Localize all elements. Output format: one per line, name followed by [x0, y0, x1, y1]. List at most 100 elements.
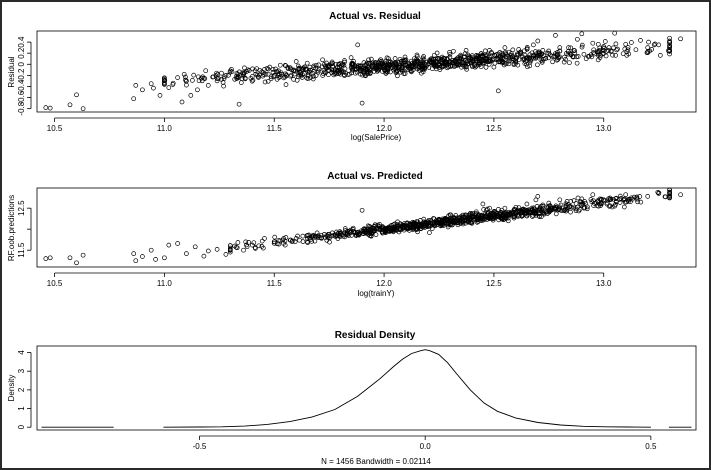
predicted-point [436, 217, 441, 223]
predicted-points [43, 187, 683, 266]
residual-point [330, 63, 335, 69]
density-curve [41, 349, 692, 428]
residual-point [268, 76, 274, 82]
residual-point [502, 45, 508, 50]
density-y-ticks: 0 1 2 3 4 [17, 350, 32, 429]
residual-point [535, 62, 540, 68]
predicted-point [282, 238, 288, 244]
residual-point [405, 64, 411, 70]
residual-point [191, 72, 197, 78]
residual-point [561, 59, 567, 65]
residual-y-tick-label: -0.6 [17, 90, 26, 104]
residual-point [510, 47, 516, 53]
predicted-point [565, 201, 571, 207]
residual-point [316, 67, 322, 72]
predicted-point [662, 194, 668, 200]
residual-point [590, 40, 596, 46]
predicted-point [480, 201, 486, 207]
residual-chart-title: Actual vs. Residual [329, 11, 421, 22]
residual-point [322, 69, 328, 75]
predicted-point [571, 198, 577, 203]
residual-point [498, 53, 504, 59]
predicted-point [412, 220, 418, 226]
residual-point [276, 72, 281, 78]
predicted-y-axis-label: RF.oob.predictions [7, 195, 16, 261]
residual-point [329, 70, 335, 75]
residual-point [623, 41, 629, 47]
residual-point [140, 87, 145, 93]
predicted-point [325, 233, 331, 239]
residual-point [361, 65, 367, 71]
predicted-point [546, 200, 552, 206]
predicted-point [375, 222, 381, 228]
predicted-point [582, 199, 587, 204]
residual-point [283, 71, 288, 77]
predicted-point [565, 205, 571, 211]
predicted-point [342, 226, 348, 231]
residual-point [656, 42, 662, 48]
predicted-point [262, 236, 267, 241]
density-x-ticks: -0.5 0.0 0.5 [193, 435, 657, 451]
predicted-point [635, 199, 640, 205]
residual-point [652, 41, 658, 47]
predicted-point [482, 214, 488, 220]
residual-point [402, 59, 407, 65]
residual-point [316, 62, 322, 68]
predicted-point [581, 205, 587, 211]
predicted-point [438, 221, 444, 226]
residual-point [522, 52, 528, 58]
predicted-point [295, 233, 300, 239]
predicted-point [67, 255, 73, 261]
residual-point [473, 56, 479, 61]
predicted-point [507, 212, 512, 218]
residual-point [151, 85, 156, 91]
predicted-point [370, 226, 376, 232]
residual-point [357, 66, 363, 71]
residual-point [398, 58, 404, 64]
residual-point [465, 52, 471, 58]
residual-point [575, 36, 580, 42]
residual-point [303, 66, 308, 72]
predicted-point [490, 211, 495, 216]
predicted-point [424, 221, 430, 226]
residual-point [221, 83, 226, 89]
residual-point [657, 53, 663, 58]
predicted-point [223, 252, 229, 257]
residual-point [611, 45, 616, 51]
predicted-point [371, 225, 377, 231]
predicted-point [318, 232, 324, 238]
predicted-point [512, 211, 518, 216]
predicted-point [602, 198, 608, 204]
predicted-point [246, 240, 252, 245]
predicted-point [337, 229, 343, 234]
predicted-point [457, 218, 463, 224]
residual-point [431, 52, 437, 58]
predicted-point [74, 260, 79, 266]
predicted-scatter-panel: Actual vs. Predicted log(trainY) RF.oob.… [7, 171, 697, 298]
residual-point [157, 93, 163, 98]
residual-point [229, 66, 234, 72]
residual-point [270, 70, 276, 75]
residual-point [376, 60, 382, 65]
residual-point [363, 65, 369, 71]
residual-point [273, 66, 278, 72]
residual-point [348, 55, 354, 60]
residual-point [214, 70, 219, 76]
residual-point [463, 64, 469, 70]
residual-point [342, 66, 348, 71]
residual-point [442, 56, 448, 62]
residual-point [625, 47, 631, 53]
residual-point [355, 42, 361, 48]
residual-point [437, 65, 442, 70]
residual-point [313, 62, 319, 68]
residual-point [342, 73, 347, 78]
predicted-point [300, 239, 306, 244]
residual-point [411, 56, 417, 62]
predicted-point [324, 237, 330, 243]
residual-point [579, 42, 585, 48]
predicted-point [534, 208, 540, 213]
residual-point [629, 40, 634, 45]
residual-point [291, 67, 297, 73]
residual-point [237, 69, 242, 75]
predicted-point [448, 212, 454, 218]
